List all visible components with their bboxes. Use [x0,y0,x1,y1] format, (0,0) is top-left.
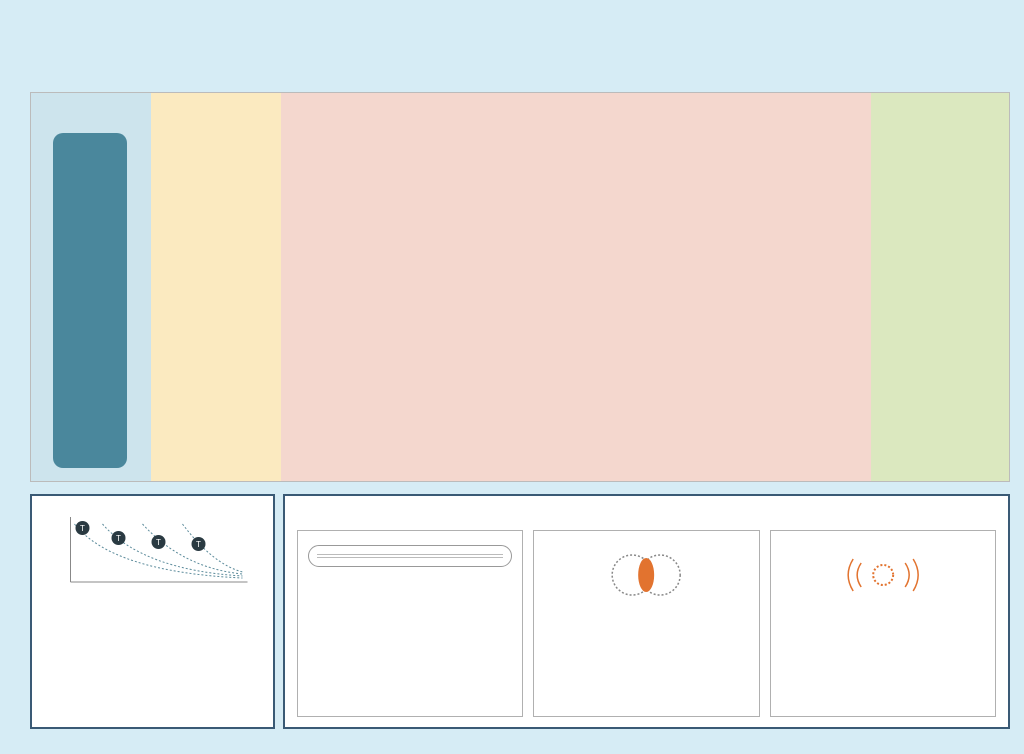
col-header-outcomes [871,93,1010,119]
legend-row: T T T T [30,494,1010,729]
svg-text:T: T [156,538,161,547]
col-bg-sector [151,119,281,482]
sub-tech-disruption [297,530,523,717]
col-header-implications [281,93,871,119]
col-header-tech [31,93,151,119]
col-bg-outcomes [871,119,1010,482]
col-header-sector [151,93,281,119]
svg-text:T: T [196,540,201,549]
svg-text:T: T [116,534,121,543]
venn-icon [544,545,748,605]
flow-diagram [30,92,1010,482]
panel-2nd-order [283,494,1010,729]
sub-cascading [770,530,996,717]
sub-cross-sector [533,530,759,717]
technology-column [53,133,127,468]
ripple-icon [781,545,985,605]
panel-1st-order: T T T T [30,494,275,729]
cost-curve-chart: T T T T [44,512,261,592]
tech-loop-box [308,545,512,567]
svg-text:T: T [80,524,85,533]
